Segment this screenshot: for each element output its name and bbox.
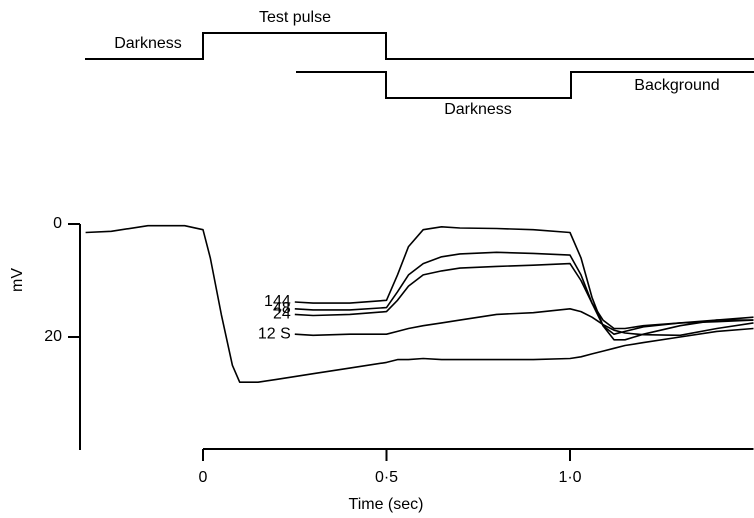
trace [294,308,754,337]
annotation: Darkness [444,101,512,118]
annotation: Background [634,77,719,94]
trace-label: 144 [264,293,291,310]
trace [294,251,754,335]
y-axis-label: mV [9,268,26,292]
trace [85,224,754,383]
x-tick-label: 0 [199,469,208,486]
stimulus-trace [85,32,754,60]
trace-label: 12 S [258,325,291,342]
stimulus-trace [296,71,754,99]
trace-label: 24 [273,306,291,323]
x-tick-label: 0·5 [375,469,398,486]
trace [294,226,754,341]
y-tick-label: 20 [44,328,62,345]
trace [294,262,754,330]
y-tick-label: 0 [53,215,62,232]
annotation: Test pulse [259,9,331,26]
trace-label: 48 [273,300,291,317]
annotation: Darkness [114,35,182,52]
x-axis-label: Time (sec) [349,496,424,513]
x-tick-label: 1·0 [558,469,581,486]
